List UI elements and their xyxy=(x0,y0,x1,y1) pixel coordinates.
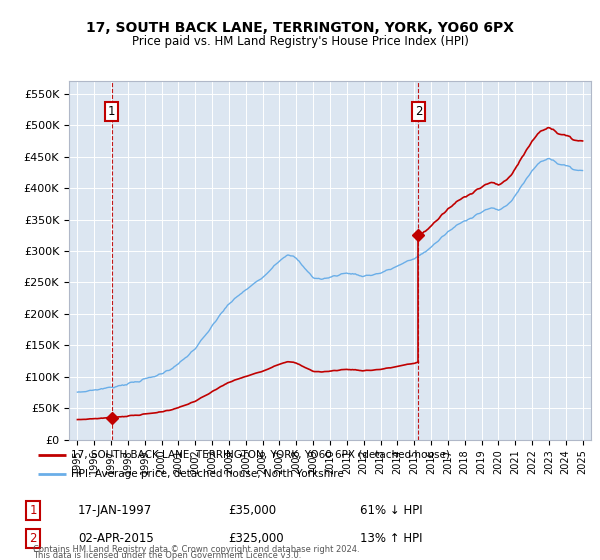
Text: 1: 1 xyxy=(29,504,37,517)
Text: 2: 2 xyxy=(29,532,37,545)
Text: 17, SOUTH BACK LANE, TERRINGTON, YORK, YO60 6PX (detached house): 17, SOUTH BACK LANE, TERRINGTON, YORK, Y… xyxy=(71,450,450,460)
Text: 17-JAN-1997: 17-JAN-1997 xyxy=(78,504,152,517)
Text: 02-APR-2015: 02-APR-2015 xyxy=(78,532,154,545)
Text: £325,000: £325,000 xyxy=(228,532,284,545)
Text: 17, SOUTH BACK LANE, TERRINGTON, YORK, YO60 6PX: 17, SOUTH BACK LANE, TERRINGTON, YORK, Y… xyxy=(86,21,514,35)
Text: £35,000: £35,000 xyxy=(228,504,276,517)
Text: 2: 2 xyxy=(415,105,422,118)
Text: HPI: Average price, detached house, North Yorkshire: HPI: Average price, detached house, Nort… xyxy=(71,469,344,478)
Text: 1: 1 xyxy=(108,105,116,118)
Text: 13% ↑ HPI: 13% ↑ HPI xyxy=(360,532,422,545)
Text: Contains HM Land Registry data © Crown copyright and database right 2024.: Contains HM Land Registry data © Crown c… xyxy=(33,545,359,554)
Text: Price paid vs. HM Land Registry's House Price Index (HPI): Price paid vs. HM Land Registry's House … xyxy=(131,35,469,48)
Text: This data is licensed under the Open Government Licence v3.0.: This data is licensed under the Open Gov… xyxy=(33,551,301,560)
Text: 61% ↓ HPI: 61% ↓ HPI xyxy=(360,504,422,517)
